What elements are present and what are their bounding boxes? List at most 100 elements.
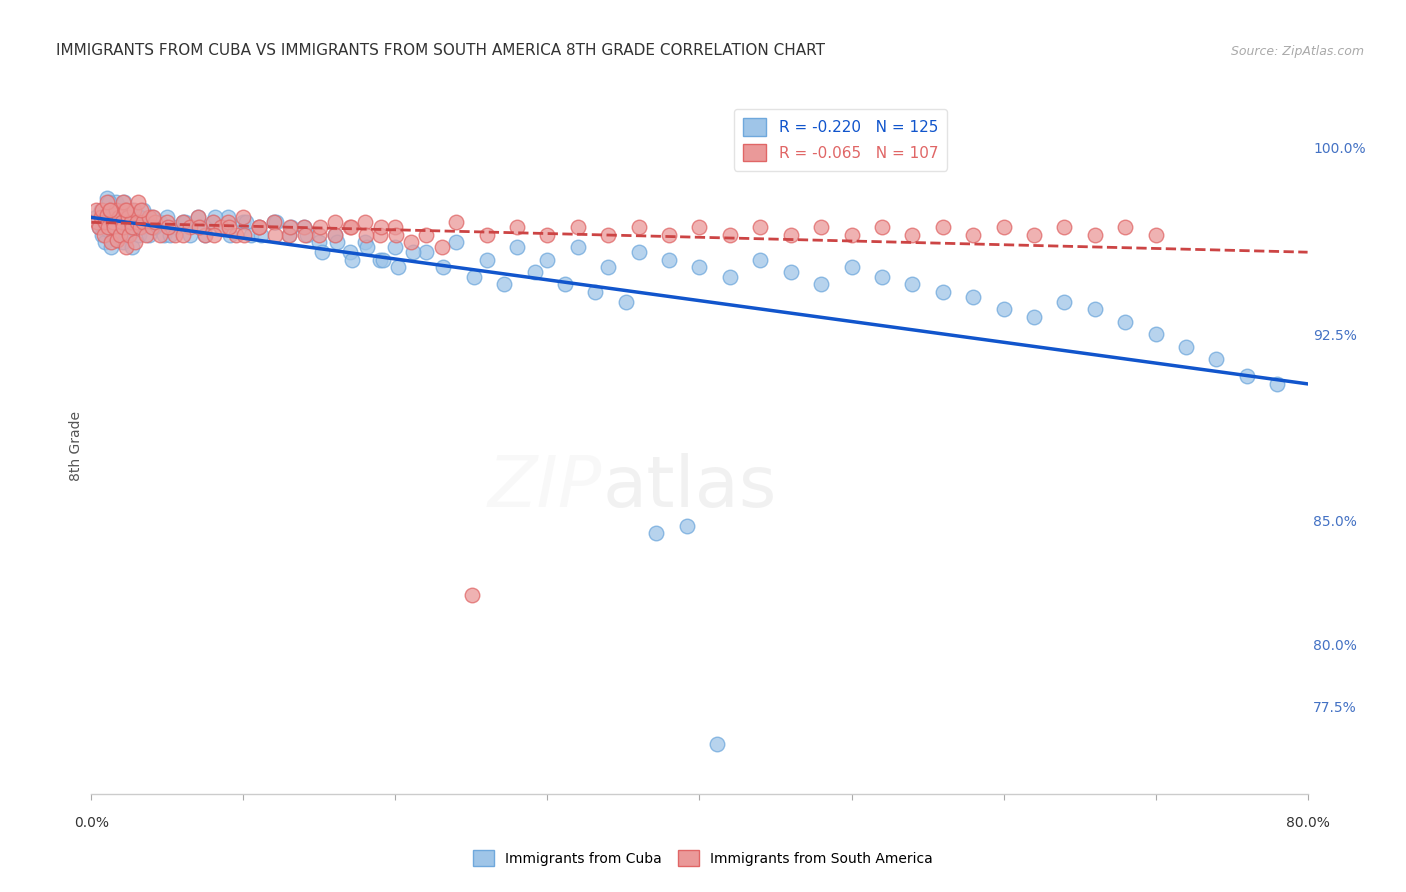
Point [1114,315,1136,329]
Point [688,220,710,235]
Point [432,260,454,274]
Point [688,260,710,274]
Point [1022,310,1045,324]
Text: atlas: atlas [602,453,776,522]
Point [779,227,801,242]
Point [128,211,150,225]
Point [110,220,132,235]
Point [138,211,160,225]
Point [536,252,558,267]
Point [179,227,201,242]
Point [506,220,529,235]
Point [325,227,347,242]
Point [131,220,153,235]
Point [128,227,150,242]
Point [779,265,801,279]
Point [100,202,122,217]
Point [89,202,111,217]
Point [506,240,529,254]
Point [339,245,361,260]
Point [384,240,406,254]
Point [356,240,378,254]
Point [143,220,166,235]
Point [100,235,122,250]
Point [931,220,953,235]
Point [870,270,893,285]
Point [340,252,363,267]
Point [93,227,115,242]
Point [104,195,127,210]
Point [294,227,316,242]
Point [114,202,136,217]
Point [1084,302,1107,317]
Point [554,277,576,292]
Point [1144,327,1167,342]
Point [110,227,132,242]
Point [232,215,254,229]
Point [461,588,484,602]
Point [157,220,180,235]
Point [308,235,330,250]
Text: Source: ZipAtlas.com: Source: ZipAtlas.com [1230,45,1364,58]
Point [118,220,141,235]
Point [86,215,108,229]
Point [114,202,136,217]
Point [202,227,225,242]
Point [107,211,129,225]
Point [87,220,110,235]
Point [104,202,127,217]
Point [89,211,111,225]
Point [354,215,377,229]
Point [112,235,135,250]
Point [105,233,128,247]
Point [91,202,114,217]
Point [1265,376,1288,391]
Point [194,227,217,242]
Point [323,227,346,242]
Point [114,202,136,217]
Point [111,195,134,210]
Point [1053,294,1076,309]
Point [96,208,118,222]
Point [163,227,186,242]
Point [141,220,163,235]
Point [475,227,498,242]
Point [124,223,146,237]
Point [567,240,589,254]
Point [156,211,179,225]
Point [122,208,145,222]
Point [111,215,134,229]
Point [121,220,143,235]
Point [103,227,125,242]
Point [278,227,301,242]
Point [107,215,129,229]
Legend: Immigrants from Cuba, Immigrants from South America: Immigrants from Cuba, Immigrants from So… [467,845,939,871]
Point [105,233,128,247]
Point [217,211,239,225]
Point [870,220,893,235]
Point [114,215,136,229]
Point [232,211,254,225]
Point [132,202,155,217]
Point [149,227,172,242]
Point [101,215,124,229]
Point [187,220,209,235]
Point [121,240,143,254]
Point [339,220,361,235]
Point [96,190,118,204]
Point [97,195,120,210]
Point [188,220,211,235]
Point [598,227,620,242]
Point [326,235,349,250]
Point [475,252,498,267]
Point [311,245,333,260]
Point [179,220,201,235]
Text: 80.0%: 80.0% [1285,816,1330,830]
Point [598,260,620,274]
Point [247,220,270,235]
Point [135,227,157,242]
Point [172,227,194,242]
Point [370,220,392,235]
Point [142,211,165,225]
Point [901,277,924,292]
